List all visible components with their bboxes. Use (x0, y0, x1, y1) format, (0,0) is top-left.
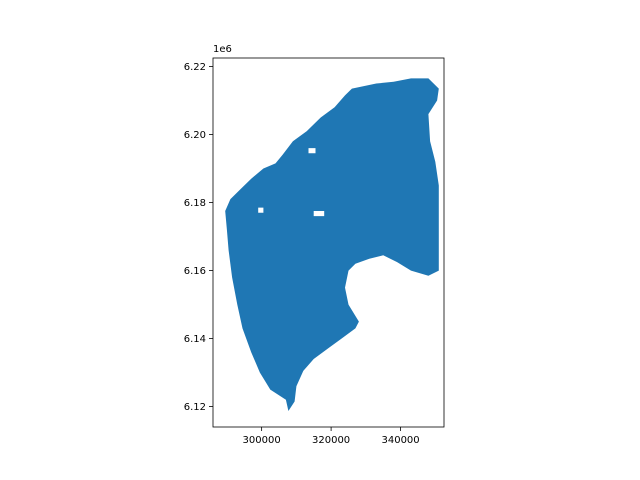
y-tick-label: 6.20 (184, 130, 206, 141)
y-tick-label: 6.22 (184, 62, 206, 73)
region-polygon (225, 78, 439, 412)
x-axis-ticks: 300000 320000 340000 (243, 427, 420, 446)
plot-area (225, 78, 439, 412)
y-tick-label: 6.16 (184, 266, 206, 277)
y-tick-label: 6.14 (184, 334, 206, 345)
axes-frame (212, 57, 445, 428)
y-axis-offset-label: 1e6 (213, 44, 232, 55)
x-tick-label: 320000 (312, 435, 350, 446)
x-tick-label: 300000 (243, 435, 281, 446)
y-tick-label: 6.12 (184, 402, 206, 413)
y-axis-ticks: 6.12 6.14 6.16 6.18 6.20 6.22 (184, 62, 213, 413)
y-tick-label: 6.18 (184, 198, 206, 209)
x-tick-label: 340000 (381, 435, 419, 446)
